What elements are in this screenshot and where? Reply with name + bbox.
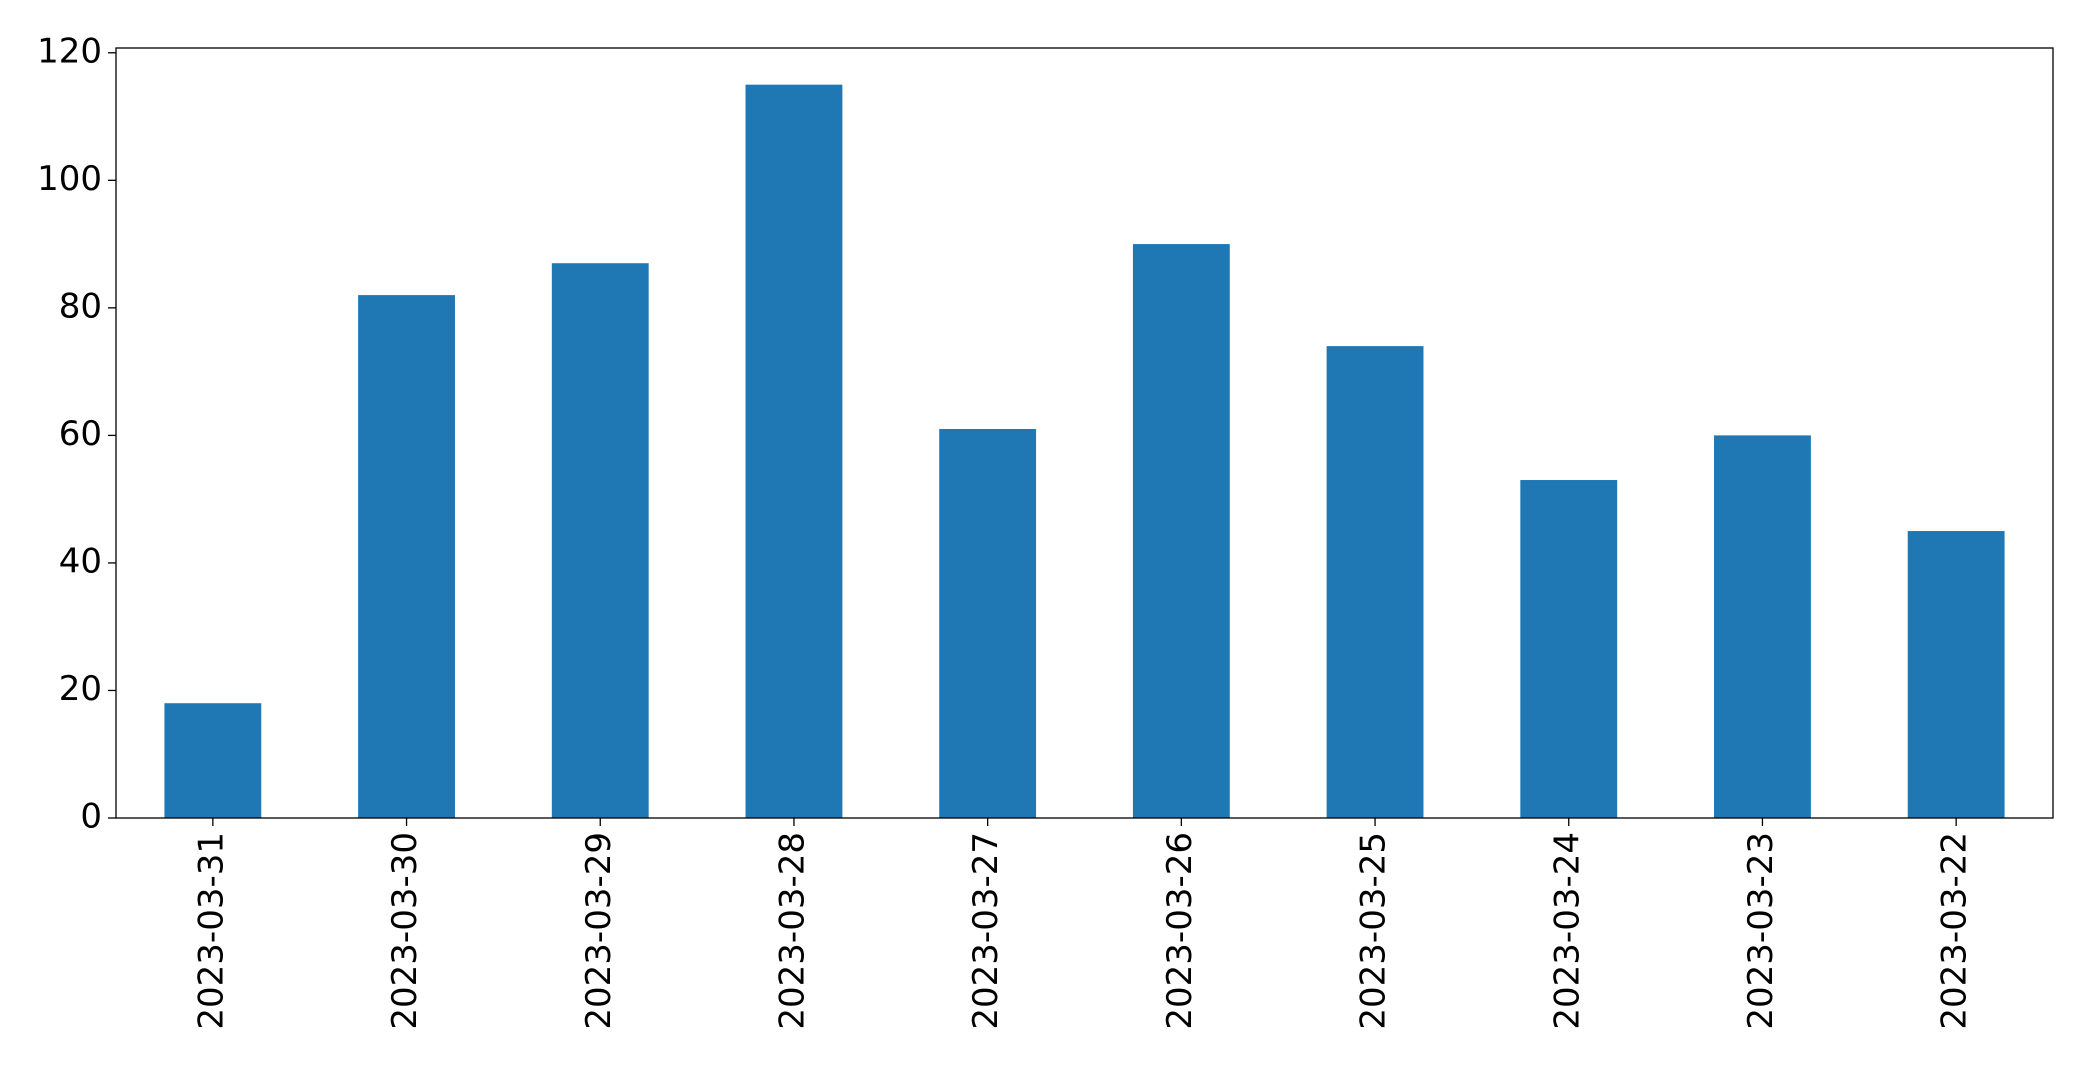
x-tick-label: 2023-03-22 — [1935, 832, 1975, 1030]
x-tick-label: 2023-03-29 — [579, 832, 619, 1030]
bar — [939, 429, 1037, 818]
y-tick-label: 100 — [37, 159, 102, 199]
y-tick-label: 20 — [59, 669, 102, 709]
x-tick-label: 2023-03-31 — [191, 832, 231, 1030]
bar — [1714, 435, 1811, 818]
x-tick-label: 2023-03-25 — [1354, 832, 1394, 1030]
bar — [164, 703, 262, 818]
y-tick-label: 40 — [59, 541, 102, 581]
x-tick-label: 2023-03-30 — [385, 832, 425, 1030]
bar — [1326, 346, 1424, 818]
bar — [551, 263, 649, 818]
y-tick-label: 80 — [59, 286, 102, 326]
plot-frame — [115, 47, 2054, 819]
bar — [358, 295, 455, 818]
y-tick-label: 0 — [80, 797, 102, 837]
x-tick-label: 2023-03-26 — [1160, 832, 1200, 1030]
bar — [1907, 531, 2005, 818]
x-tick-label: 2023-03-24 — [1547, 832, 1587, 1030]
bar — [1132, 244, 1230, 818]
y-tick-label: 60 — [59, 414, 102, 454]
x-tick-label: 2023-03-23 — [1741, 832, 1781, 1030]
bar — [1520, 480, 1618, 818]
x-tick-label: 2023-03-28 — [772, 832, 812, 1030]
x-tick-label: 2023-03-27 — [966, 832, 1006, 1030]
y-tick-label: 120 — [37, 31, 102, 71]
bar — [745, 84, 843, 818]
